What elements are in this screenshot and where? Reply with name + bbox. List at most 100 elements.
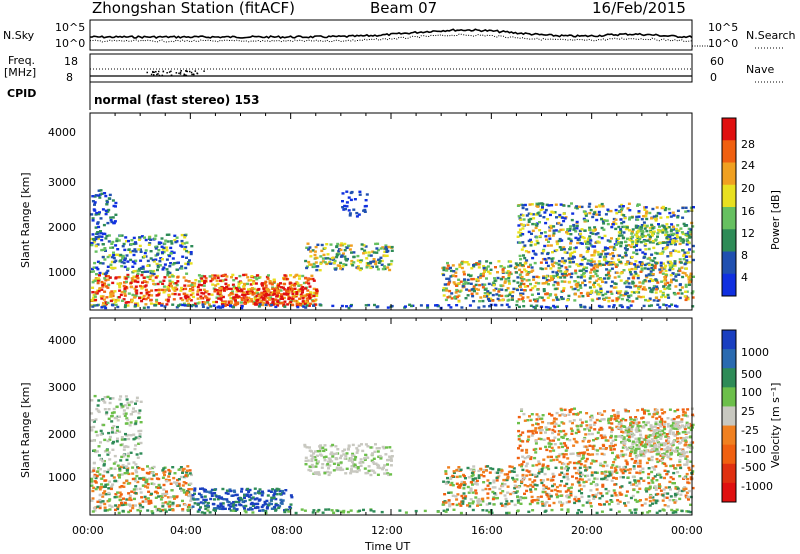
velocity-cell [379, 457, 383, 460]
power-cell [570, 272, 574, 275]
power-cell [582, 217, 586, 221]
power-cell [162, 291, 166, 294]
power-cell [112, 256, 116, 260]
velocity-cell [135, 474, 139, 478]
velocity-cell [238, 499, 241, 502]
power-cell [111, 216, 115, 219]
power-cell [307, 260, 311, 264]
velocity-cell [608, 472, 612, 475]
velocity-cell [234, 493, 238, 497]
power-cell [122, 284, 126, 288]
power-cell [687, 234, 691, 237]
power-cell [213, 274, 217, 277]
power-cell [111, 240, 115, 244]
power-cell [550, 278, 554, 281]
velocity-cell [635, 500, 639, 503]
power-cell [445, 267, 449, 270]
power-cell [618, 254, 622, 257]
velocity-cell [595, 477, 599, 481]
power-cell [90, 213, 94, 216]
power-cell [684, 210, 688, 213]
power-cell [667, 261, 671, 264]
power-cell [547, 283, 550, 286]
velocity-cell [650, 470, 654, 474]
power-cell [365, 193, 369, 196]
power-cell [541, 206, 544, 209]
power-cell [103, 272, 107, 276]
power-cell [563, 280, 567, 283]
velocity-cell [117, 504, 121, 507]
velocity-cell [488, 471, 492, 474]
power-cell [146, 306, 150, 309]
power-cell [376, 248, 380, 252]
power-cell [683, 295, 687, 298]
power-cell [625, 248, 629, 252]
power-cell [540, 305, 544, 308]
power-cell [562, 219, 566, 223]
velocity-cell [108, 498, 112, 501]
power-cell [150, 270, 154, 273]
velocity-cell [119, 402, 123, 406]
power-cell [186, 304, 190, 307]
power-cell [527, 239, 531, 243]
power-cell [161, 268, 165, 271]
power-cell [668, 240, 672, 244]
power-cell [674, 273, 678, 276]
velocity-cell [218, 505, 222, 509]
power-cell [263, 281, 267, 285]
velocity-cell [179, 475, 183, 479]
velocity-cell [131, 472, 135, 475]
power-cell [171, 257, 175, 260]
velocity-cell [189, 495, 193, 498]
velocity-cell [535, 484, 539, 487]
power-cell [355, 211, 359, 215]
power-cell [162, 250, 166, 254]
power-cell [603, 246, 607, 249]
velocity-cell [159, 495, 163, 498]
velocity-cell [123, 438, 127, 441]
power-cell [530, 266, 534, 269]
power-cell [585, 266, 589, 269]
velocity-cell [122, 497, 125, 500]
velocity-cell [561, 502, 565, 505]
power-cell [664, 207, 668, 210]
velocity-cell [228, 488, 232, 491]
power-cell [518, 254, 522, 258]
power-cell [141, 265, 145, 268]
power-cell [531, 229, 535, 232]
velocity-cell [647, 481, 651, 485]
power-cell [123, 258, 127, 262]
velocity-cell [182, 488, 186, 492]
velocity-cell [475, 483, 479, 486]
velocity-cell [492, 503, 496, 506]
power-cell [324, 257, 328, 260]
velocity-cell [103, 490, 107, 493]
velocity-cell [686, 477, 690, 481]
power-cell [143, 236, 146, 239]
velocity-cell [519, 439, 523, 443]
velocity-cell [385, 468, 389, 472]
power-cell [569, 275, 573, 279]
power-cell [604, 252, 608, 256]
velocity-cell [533, 479, 537, 482]
velocity-cell [654, 499, 658, 502]
power-cell [97, 212, 101, 216]
velocity-cell [651, 481, 655, 484]
velocity-cell [246, 508, 250, 511]
velocity-cell [589, 489, 593, 492]
power-cell [180, 286, 183, 290]
power-cell [215, 279, 219, 282]
velocity-cell [331, 443, 335, 447]
velocity-cell [225, 489, 229, 492]
power-cell [146, 264, 150, 267]
velocity-cell [476, 499, 480, 502]
velocity-cell [682, 411, 686, 414]
power-cell [655, 252, 659, 255]
velocity-cell [248, 508, 252, 511]
power-cell [224, 278, 228, 281]
power-cell [287, 287, 291, 290]
power-cell [556, 281, 560, 285]
power-cell [449, 269, 453, 273]
power-cell [247, 279, 251, 282]
velocity-cell [609, 499, 613, 502]
